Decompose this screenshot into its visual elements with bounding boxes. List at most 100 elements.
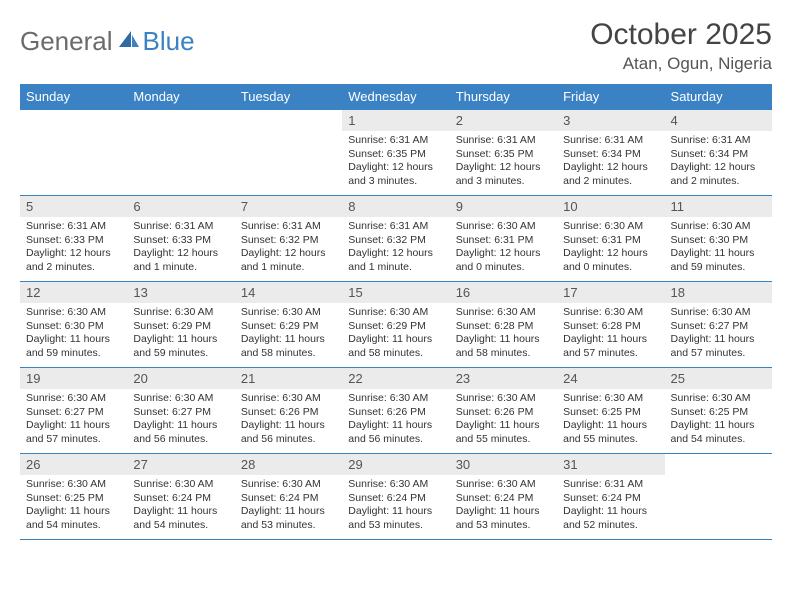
day-number: 1 <box>342 110 449 131</box>
day-body: Sunrise: 6:31 AMSunset: 6:34 PMDaylight:… <box>557 131 664 193</box>
calendar-cell <box>665 454 772 540</box>
calendar-cell: 27Sunrise: 6:30 AMSunset: 6:24 PMDayligh… <box>127 454 234 540</box>
day-number: 10 <box>557 196 664 217</box>
day-body: Sunrise: 6:31 AMSunset: 6:24 PMDaylight:… <box>557 475 664 537</box>
calendar-cell: 3Sunrise: 6:31 AMSunset: 6:34 PMDaylight… <box>557 110 664 196</box>
day-number: 7 <box>235 196 342 217</box>
calendar-cell: 7Sunrise: 6:31 AMSunset: 6:32 PMDaylight… <box>235 196 342 282</box>
day-body: Sunrise: 6:30 AMSunset: 6:25 PMDaylight:… <box>557 389 664 451</box>
day-number: 2 <box>450 110 557 131</box>
calendar-week: 1Sunrise: 6:31 AMSunset: 6:35 PMDaylight… <box>20 110 772 196</box>
day-header: Saturday <box>665 84 772 110</box>
calendar-cell: 30Sunrise: 6:30 AMSunset: 6:24 PMDayligh… <box>450 454 557 540</box>
day-header: Wednesday <box>342 84 449 110</box>
day-number: 30 <box>450 454 557 475</box>
title-block: October 2025 Atan, Ogun, Nigeria <box>590 18 772 74</box>
day-body: Sunrise: 6:30 AMSunset: 6:29 PMDaylight:… <box>127 303 234 365</box>
calendar-week: 5Sunrise: 6:31 AMSunset: 6:33 PMDaylight… <box>20 196 772 282</box>
calendar-week: 12Sunrise: 6:30 AMSunset: 6:30 PMDayligh… <box>20 282 772 368</box>
day-body: Sunrise: 6:30 AMSunset: 6:30 PMDaylight:… <box>665 217 772 279</box>
day-body: Sunrise: 6:30 AMSunset: 6:25 PMDaylight:… <box>20 475 127 537</box>
day-number: 3 <box>557 110 664 131</box>
day-body: Sunrise: 6:30 AMSunset: 6:25 PMDaylight:… <box>665 389 772 451</box>
day-number: 25 <box>665 368 772 389</box>
calendar-week: 19Sunrise: 6:30 AMSunset: 6:27 PMDayligh… <box>20 368 772 454</box>
day-body: Sunrise: 6:31 AMSunset: 6:33 PMDaylight:… <box>127 217 234 279</box>
day-number: 26 <box>20 454 127 475</box>
calendar-cell: 16Sunrise: 6:30 AMSunset: 6:28 PMDayligh… <box>450 282 557 368</box>
calendar-cell: 20Sunrise: 6:30 AMSunset: 6:27 PMDayligh… <box>127 368 234 454</box>
calendar-cell: 21Sunrise: 6:30 AMSunset: 6:26 PMDayligh… <box>235 368 342 454</box>
day-body: Sunrise: 6:30 AMSunset: 6:26 PMDaylight:… <box>235 389 342 451</box>
calendar-cell: 11Sunrise: 6:30 AMSunset: 6:30 PMDayligh… <box>665 196 772 282</box>
day-body: Sunrise: 6:30 AMSunset: 6:24 PMDaylight:… <box>450 475 557 537</box>
day-number: 9 <box>450 196 557 217</box>
calendar-page: General Blue October 2025 Atan, Ogun, Ni… <box>0 0 792 550</box>
day-body: Sunrise: 6:30 AMSunset: 6:29 PMDaylight:… <box>342 303 449 365</box>
day-body: Sunrise: 6:31 AMSunset: 6:33 PMDaylight:… <box>20 217 127 279</box>
day-body: Sunrise: 6:31 AMSunset: 6:35 PMDaylight:… <box>450 131 557 193</box>
day-number: 11 <box>665 196 772 217</box>
location: Atan, Ogun, Nigeria <box>590 54 772 74</box>
day-body: Sunrise: 6:31 AMSunset: 6:34 PMDaylight:… <box>665 131 772 193</box>
page-title: October 2025 <box>590 18 772 52</box>
calendar-cell: 24Sunrise: 6:30 AMSunset: 6:25 PMDayligh… <box>557 368 664 454</box>
day-number: 6 <box>127 196 234 217</box>
day-body: Sunrise: 6:30 AMSunset: 6:26 PMDaylight:… <box>342 389 449 451</box>
day-number: 16 <box>450 282 557 303</box>
day-body: Sunrise: 6:31 AMSunset: 6:32 PMDaylight:… <box>235 217 342 279</box>
day-number: 12 <box>20 282 127 303</box>
day-number: 21 <box>235 368 342 389</box>
day-number: 24 <box>557 368 664 389</box>
day-body: Sunrise: 6:30 AMSunset: 6:27 PMDaylight:… <box>665 303 772 365</box>
calendar-cell: 12Sunrise: 6:30 AMSunset: 6:30 PMDayligh… <box>20 282 127 368</box>
day-number: 17 <box>557 282 664 303</box>
day-body: Sunrise: 6:30 AMSunset: 6:24 PMDaylight:… <box>235 475 342 537</box>
day-header: Tuesday <box>235 84 342 110</box>
calendar-cell: 2Sunrise: 6:31 AMSunset: 6:35 PMDaylight… <box>450 110 557 196</box>
calendar-cell: 9Sunrise: 6:30 AMSunset: 6:31 PMDaylight… <box>450 196 557 282</box>
calendar-cell: 6Sunrise: 6:31 AMSunset: 6:33 PMDaylight… <box>127 196 234 282</box>
calendar-cell: 5Sunrise: 6:31 AMSunset: 6:33 PMDaylight… <box>20 196 127 282</box>
day-body: Sunrise: 6:30 AMSunset: 6:26 PMDaylight:… <box>450 389 557 451</box>
calendar-cell: 15Sunrise: 6:30 AMSunset: 6:29 PMDayligh… <box>342 282 449 368</box>
logo-word1: General <box>20 26 113 57</box>
calendar-cell <box>127 110 234 196</box>
calendar-cell: 18Sunrise: 6:30 AMSunset: 6:27 PMDayligh… <box>665 282 772 368</box>
day-body: Sunrise: 6:30 AMSunset: 6:28 PMDaylight:… <box>450 303 557 365</box>
day-number: 23 <box>450 368 557 389</box>
day-header: Monday <box>127 84 234 110</box>
calendar-cell: 17Sunrise: 6:30 AMSunset: 6:28 PMDayligh… <box>557 282 664 368</box>
day-header-row: SundayMondayTuesdayWednesdayThursdayFrid… <box>20 84 772 110</box>
logo-sail-icon <box>117 29 141 49</box>
day-header: Friday <box>557 84 664 110</box>
calendar-cell: 22Sunrise: 6:30 AMSunset: 6:26 PMDayligh… <box>342 368 449 454</box>
day-body: Sunrise: 6:30 AMSunset: 6:24 PMDaylight:… <box>127 475 234 537</box>
day-number: 28 <box>235 454 342 475</box>
day-number: 20 <box>127 368 234 389</box>
calendar-cell: 14Sunrise: 6:30 AMSunset: 6:29 PMDayligh… <box>235 282 342 368</box>
calendar-cell: 4Sunrise: 6:31 AMSunset: 6:34 PMDaylight… <box>665 110 772 196</box>
day-number: 5 <box>20 196 127 217</box>
logo: General Blue <box>20 26 195 57</box>
day-body: Sunrise: 6:30 AMSunset: 6:27 PMDaylight:… <box>20 389 127 451</box>
calendar-cell: 10Sunrise: 6:30 AMSunset: 6:31 PMDayligh… <box>557 196 664 282</box>
day-body: Sunrise: 6:30 AMSunset: 6:27 PMDaylight:… <box>127 389 234 451</box>
day-number: 8 <box>342 196 449 217</box>
day-body: Sunrise: 6:30 AMSunset: 6:31 PMDaylight:… <box>557 217 664 279</box>
day-header: Sunday <box>20 84 127 110</box>
calendar-cell: 29Sunrise: 6:30 AMSunset: 6:24 PMDayligh… <box>342 454 449 540</box>
day-number: 22 <box>342 368 449 389</box>
calendar-cell: 1Sunrise: 6:31 AMSunset: 6:35 PMDaylight… <box>342 110 449 196</box>
day-body: Sunrise: 6:30 AMSunset: 6:24 PMDaylight:… <box>342 475 449 537</box>
calendar-cell: 26Sunrise: 6:30 AMSunset: 6:25 PMDayligh… <box>20 454 127 540</box>
day-number: 15 <box>342 282 449 303</box>
day-number: 13 <box>127 282 234 303</box>
day-body: Sunrise: 6:31 AMSunset: 6:35 PMDaylight:… <box>342 131 449 193</box>
calendar-cell: 13Sunrise: 6:30 AMSunset: 6:29 PMDayligh… <box>127 282 234 368</box>
day-number: 19 <box>20 368 127 389</box>
day-header: Thursday <box>450 84 557 110</box>
calendar-cell <box>235 110 342 196</box>
calendar-cell: 19Sunrise: 6:30 AMSunset: 6:27 PMDayligh… <box>20 368 127 454</box>
day-number: 27 <box>127 454 234 475</box>
